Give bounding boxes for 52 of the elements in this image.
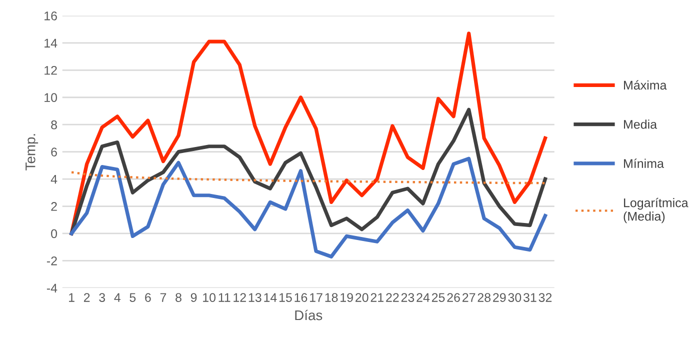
- x-tick-label: 28: [478, 293, 491, 302]
- x-tick-label: 1: [69, 293, 74, 302]
- x-tick-label: 26: [447, 293, 460, 302]
- x-tick-label: 2: [84, 293, 90, 302]
- y-tick-label: -2: [46, 256, 57, 266]
- x-tick-label: 7: [160, 293, 166, 302]
- x-tick-label: 14: [264, 293, 277, 302]
- x-tick-label: 5: [130, 293, 136, 302]
- x-tick-label: 11: [218, 293, 230, 302]
- y-tick-label: 16: [44, 12, 57, 20]
- x-tick-label: 24: [416, 293, 430, 302]
- y-axis-title: Temp.: [26, 134, 38, 170]
- x-tick-label: 12: [234, 293, 246, 302]
- x-tick-label: 16: [294, 293, 308, 302]
- x-tick-label: 21: [370, 293, 384, 302]
- y-tick-label: 0: [51, 229, 58, 238]
- x-tick-label: 25: [432, 293, 445, 302]
- y-tick-label: -4: [46, 284, 58, 292]
- x-tick-label: 23: [401, 293, 414, 302]
- x-tick-label: 6: [145, 293, 151, 302]
- legend-label: Máxima: [624, 80, 667, 90]
- x-tick-label: 20: [356, 293, 368, 302]
- x-tick-label: 9: [190, 293, 197, 302]
- legend-label: Mínima: [624, 158, 664, 168]
- y-tick-label: 14: [44, 38, 58, 48]
- legend-label: Logarítmica (Media): [624, 198, 688, 224]
- y-tick-label: 6: [51, 148, 57, 156]
- x-tick-label: 8: [176, 293, 182, 302]
- line-series: [70, 171, 546, 184]
- x-tick-label: 15: [279, 293, 292, 302]
- x-axis-title: Días: [295, 310, 322, 320]
- x-tick-label: 22: [386, 293, 399, 302]
- x-tick-label: 30: [508, 293, 522, 302]
- y-tick-label: 10: [44, 93, 58, 102]
- x-tick-label: 18: [325, 293, 338, 302]
- x-tick-label: 19: [340, 293, 353, 302]
- x-tick-label: 10: [203, 293, 216, 302]
- y-tick-label: 4: [50, 174, 58, 184]
- y-tick-label: 12: [44, 66, 57, 75]
- x-tick-label: 3: [99, 293, 106, 302]
- x-tick-label: 17: [310, 293, 322, 302]
- y-tick-label: 2: [51, 202, 57, 211]
- x-tick-label: 27: [462, 293, 476, 302]
- line-series: [70, 108, 548, 236]
- line-series: [70, 156, 548, 258]
- x-tick-label: 31: [523, 293, 536, 302]
- legend-label: Media: [624, 120, 658, 129]
- x-tick-label: 4: [114, 293, 120, 302]
- y-tick-label: 8: [51, 120, 57, 130]
- x-tick-label: 13: [248, 293, 262, 302]
- x-tick-label: 32: [538, 293, 552, 302]
- x-tick-label: 29: [493, 293, 506, 302]
